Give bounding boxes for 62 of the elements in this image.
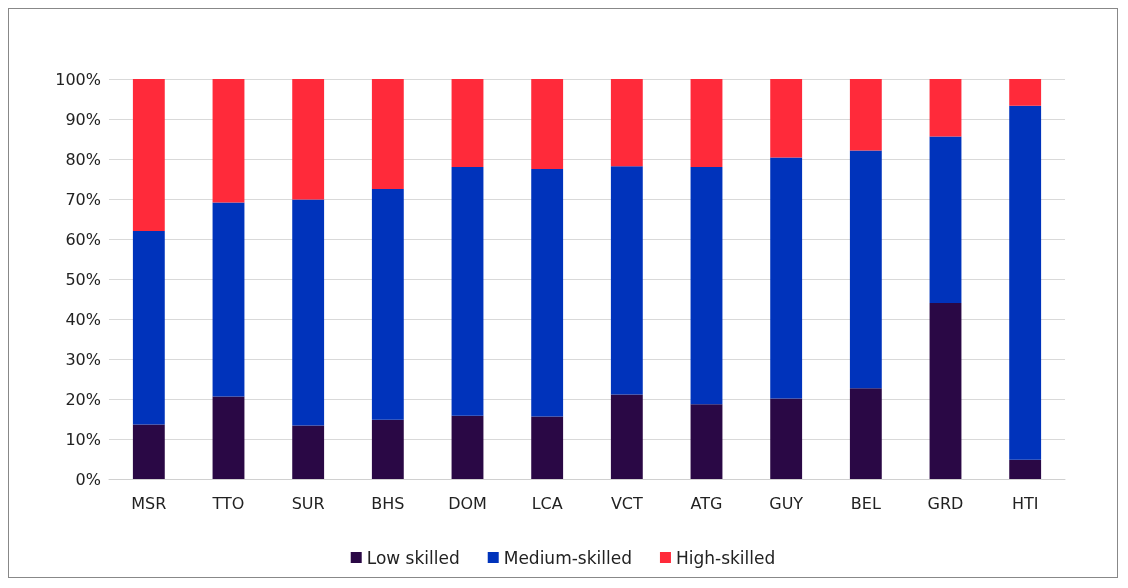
bar <box>132 79 165 231</box>
bar <box>690 404 723 479</box>
x-tick-label: MSR <box>131 493 167 513</box>
y-tick-label: 40% <box>65 309 101 329</box>
bar <box>292 199 325 426</box>
x-tick-label: ATG <box>690 493 723 513</box>
bar <box>849 388 882 479</box>
bar <box>531 169 564 417</box>
bar <box>132 424 165 479</box>
x-tick-label: GUY <box>769 493 804 513</box>
bar <box>770 398 803 479</box>
bar <box>929 303 962 479</box>
y-tick-label: 10% <box>65 429 101 449</box>
y-tick-label: 30% <box>65 349 101 369</box>
bar <box>770 157 803 399</box>
bar <box>849 79 882 151</box>
bar <box>292 79 325 200</box>
bar <box>690 79 723 167</box>
bar <box>929 136 962 303</box>
y-tick-label: 100% <box>55 69 101 89</box>
x-tick-label: TTO <box>211 493 245 513</box>
bar <box>610 394 643 479</box>
x-tick-label: LCA <box>531 493 563 513</box>
x-tick-label: DOM <box>448 493 487 513</box>
bar <box>292 425 325 479</box>
x-tick-label: VCT <box>610 493 644 513</box>
bar <box>610 166 643 395</box>
bar <box>212 396 245 479</box>
legend-label: High-skilled <box>675 547 776 568</box>
bar <box>371 189 404 420</box>
bar <box>132 231 165 425</box>
bar <box>1009 79 1042 106</box>
bar <box>371 419 404 479</box>
y-tick-label: 90% <box>65 109 101 129</box>
x-tick-label: GRD <box>927 493 964 513</box>
legend-label: Low skilled <box>366 547 460 568</box>
bar <box>451 79 484 167</box>
y-tick-label: 60% <box>65 229 101 249</box>
bar <box>531 416 564 479</box>
bar <box>212 79 245 203</box>
y-tick-label: 80% <box>65 149 101 169</box>
bar <box>451 415 484 479</box>
bar <box>451 167 484 416</box>
x-tick-label: BEL <box>850 493 881 513</box>
bar <box>849 150 882 389</box>
bar <box>929 79 962 137</box>
bar <box>1009 459 1042 479</box>
bar <box>610 79 643 167</box>
y-tick-label: 50% <box>65 269 101 289</box>
bar <box>531 79 564 169</box>
bar <box>371 79 404 189</box>
legend-label: Medium-skilled <box>503 547 632 568</box>
y-tick-label: 70% <box>65 189 101 209</box>
bar <box>1009 105 1042 460</box>
x-tick-label: SUR <box>291 493 325 513</box>
bar <box>212 202 245 397</box>
x-tick-label: HTI <box>1011 493 1039 513</box>
bar <box>690 167 723 405</box>
x-tick-label: BHS <box>371 493 405 513</box>
y-tick-label: 20% <box>65 389 101 409</box>
bar <box>770 79 803 158</box>
y-tick-label: 0% <box>75 469 101 489</box>
